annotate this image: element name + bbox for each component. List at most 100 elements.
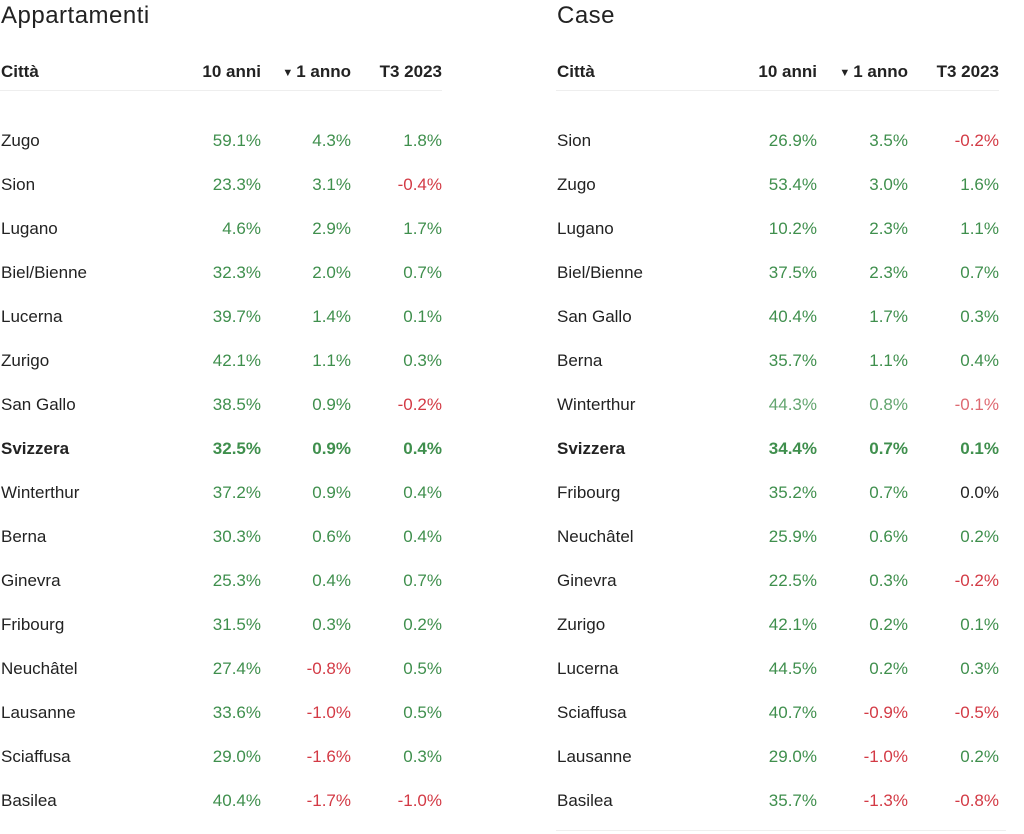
q3-2023-change-cell: 0.4% (960, 351, 999, 370)
one-year-change-cell: 0.9% (312, 395, 351, 414)
city-cell: Biel/Bienne (557, 263, 644, 282)
table-row: Ginevra 25.3% 0.4% 0.7% (0, 559, 442, 603)
one-year-change-cell: 0.4% (312, 571, 351, 590)
q3-2023-change-cell: -0.5% (954, 703, 999, 722)
ten-year-change-cell: 23.3% (212, 175, 261, 194)
houses-title: Case (557, 2, 616, 29)
column-header-1-year[interactable]: ▼ 1 anno (817, 54, 908, 91)
table-row: Basilea 35.7% -1.3% -0.8% (556, 779, 999, 823)
table-row: Lucerna 44.5% 0.2% 0.3% (556, 647, 999, 691)
one-year-change-cell: 0.3% (869, 571, 908, 590)
table-row: Zugo 59.1% 4.3% 1.8% (0, 119, 442, 163)
column-header-10-years[interactable]: 10 anni (737, 54, 817, 91)
one-year-change-cell: 0.7% (869, 483, 908, 502)
ten-year-change-cell: 40.4% (212, 791, 261, 810)
table-row: Zurigo 42.1% 1.1% 0.3% (0, 339, 442, 383)
ten-year-change-cell: 38.5% (212, 395, 261, 414)
q3-2023-change-cell: 0.4% (403, 483, 442, 502)
one-year-change-cell: 2.0% (312, 263, 351, 282)
q3-2023-change-cell: 0.3% (960, 659, 999, 678)
one-year-change-cell: 2.3% (869, 263, 908, 282)
table-row: Sciaffusa 29.0% -1.6% 0.3% (0, 735, 442, 779)
one-year-change-cell: 1.7% (869, 307, 908, 326)
table-row: San Gallo 38.5% 0.9% -0.2% (0, 383, 442, 427)
city-cell: Winterthur (1, 483, 80, 502)
table-row: Winterthur 44.3% 0.8% -0.1% (556, 383, 999, 427)
city-cell: Winterthur (557, 395, 636, 414)
table-row: Svizzera 32.5% 0.9% 0.4% (0, 427, 442, 471)
q3-2023-change-cell: 0.1% (960, 615, 999, 634)
column-header-10-years[interactable]: 10 anni (183, 54, 261, 91)
table-row: Ginevra 22.5% 0.3% -0.2% (556, 559, 999, 603)
ten-year-change-cell: 42.1% (212, 351, 261, 370)
ten-year-change-cell: 37.5% (768, 263, 817, 282)
q3-2023-change-cell: 0.4% (403, 439, 442, 458)
table-row: Biel/Bienne 32.3% 2.0% 0.7% (0, 251, 442, 295)
one-year-change-cell: -0.8% (306, 659, 351, 678)
table-row: Neuchâtel 27.4% -0.8% 0.5% (0, 647, 442, 691)
ten-year-change-cell: 22.5% (768, 571, 817, 590)
q3-2023-change-cell: 0.5% (403, 659, 442, 678)
table-row: Lugano 4.6% 2.9% 1.7% (0, 207, 442, 251)
one-year-change-cell: -1.7% (306, 791, 351, 810)
table-row: Winterthur 37.2% 0.9% 0.4% (0, 471, 442, 515)
apartments-title: Appartamenti (1, 2, 150, 29)
one-year-change-cell: 0.7% (869, 439, 908, 458)
one-year-change-cell: 0.2% (869, 615, 908, 634)
q3-2023-change-cell: -0.4% (397, 175, 442, 194)
ten-year-change-cell: 35.7% (768, 791, 817, 810)
city-cell: Basilea (557, 791, 613, 810)
column-header-1-year[interactable]: ▼ 1 anno (261, 54, 351, 91)
q3-2023-change-cell: 0.1% (960, 439, 999, 458)
column-header-q3-2023[interactable]: T3 2023 (351, 54, 442, 91)
city-cell: Lucerna (557, 659, 619, 678)
ten-year-change-cell: 53.4% (768, 175, 817, 194)
one-year-change-cell: 1.4% (312, 307, 351, 326)
one-year-change-cell: 0.6% (869, 527, 908, 546)
one-year-change-cell: 1.1% (869, 351, 908, 370)
q3-2023-change-cell: 0.3% (403, 747, 442, 766)
table-row: Lausanne 33.6% -1.0% 0.5% (0, 691, 442, 735)
one-year-change-cell: 2.3% (869, 219, 908, 238)
table-row: Basilea 40.4% -1.7% -1.0% (0, 779, 442, 823)
apartments-rows: Zugo 59.1% 4.3% 1.8% Sion 23.3% 3.1% -0.4% Lugan… (0, 91, 442, 824)
divider (556, 830, 1006, 831)
one-year-change-cell: 0.3% (312, 615, 351, 634)
houses-rows: Sion 26.9% 3.5% -0.2% Zugo 53.4% 3.0% 1.6% Lugan… (556, 91, 999, 824)
q3-2023-change-cell: -0.1% (954, 395, 999, 414)
city-cell: San Gallo (1, 395, 76, 414)
ten-year-change-cell: 35.2% (768, 483, 817, 502)
ten-year-change-cell: 59.1% (212, 131, 261, 150)
table-row: Lausanne 29.0% -1.0% 0.2% (556, 735, 999, 779)
ten-year-change-cell: 44.3% (768, 395, 817, 414)
table-row: Berna 30.3% 0.6% 0.4% (0, 515, 442, 559)
city-cell: Sion (557, 131, 592, 150)
city-cell: Zugo (557, 175, 596, 194)
q3-2023-change-cell: -0.2% (954, 571, 999, 590)
ten-year-change-cell: 40.4% (768, 307, 817, 326)
column-header-q3-2023[interactable]: T3 2023 (908, 54, 999, 91)
table-row: Lucerna 39.7% 1.4% 0.1% (0, 295, 442, 339)
ten-year-change-cell: 25.9% (768, 527, 817, 546)
q3-2023-change-cell: 0.7% (403, 263, 442, 282)
one-year-change-cell: -1.3% (863, 791, 908, 810)
column-header-city[interactable]: Città (0, 54, 183, 91)
header-spacer (0, 91, 442, 120)
one-year-change-cell: 2.9% (312, 219, 351, 238)
city-cell: Lugano (1, 219, 58, 238)
column-header-1-year-label: 1 anno (296, 62, 351, 81)
table-row: San Gallo 40.4% 1.7% 0.3% (556, 295, 999, 339)
q3-2023-change-cell: -0.2% (397, 395, 442, 414)
city-cell: Lausanne (1, 703, 76, 722)
table-header-row: Città 10 anni ▼ 1 anno T3 2023 (556, 54, 999, 91)
one-year-change-cell: 0.8% (869, 395, 908, 414)
city-cell: Svizzera (1, 439, 70, 458)
table-row: Fribourg 31.5% 0.3% 0.2% (0, 603, 442, 647)
ten-year-change-cell: 37.2% (212, 483, 261, 502)
table-row: Fribourg 35.2% 0.7% 0.0% (556, 471, 999, 515)
ten-year-change-cell: 35.7% (768, 351, 817, 370)
one-year-change-cell: 3.0% (869, 175, 908, 194)
q3-2023-change-cell: 0.0% (960, 483, 999, 502)
ten-year-change-cell: 26.9% (768, 131, 817, 150)
column-header-city[interactable]: Città (556, 54, 737, 91)
